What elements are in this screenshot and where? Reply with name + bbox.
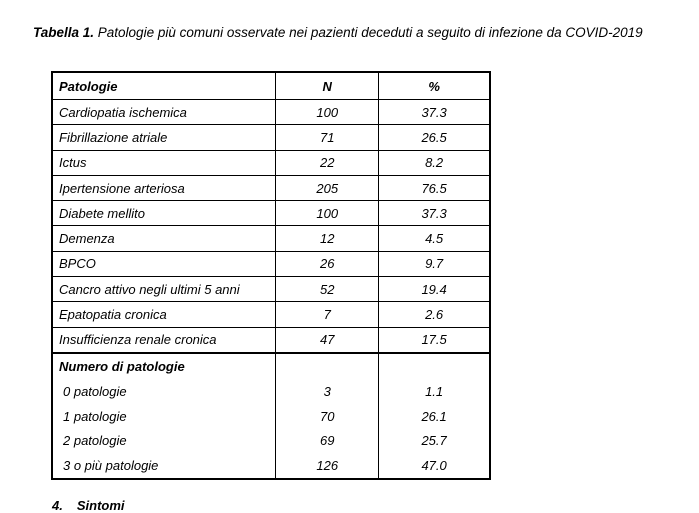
group-heading-n-empty <box>275 351 380 379</box>
row-pathology: Ipertensione arteriosa <box>51 174 277 202</box>
table-row: Cardiopatia ischemica 100 37.3 <box>51 98 491 126</box>
row-percent: 17.5 <box>378 326 491 354</box>
row-percent: 19.4 <box>378 276 491 303</box>
table-row: 3 o più patologie 126 47.0 <box>51 453 491 481</box>
table-row: 2 patologie 69 25.7 <box>51 428 491 454</box>
row-count-label: 1 patologie <box>51 403 277 429</box>
row-n: 22 <box>275 149 380 176</box>
caption-label: Tabella 1. <box>33 25 95 40</box>
row-n: 126 <box>275 453 380 481</box>
table-row: 0 patologie 3 1.1 <box>51 378 491 404</box>
row-pathology: Epatopatia cronica <box>51 301 277 328</box>
row-count-label: 3 o più patologie <box>51 453 277 481</box>
row-n: 3 <box>275 378 380 404</box>
row-n: 26 <box>275 250 380 278</box>
row-percent: 4.5 <box>378 225 491 252</box>
row-pathology: Diabete mellito <box>51 200 277 227</box>
row-pathology: BPCO <box>51 250 277 278</box>
row-percent: 47.0 <box>378 453 491 481</box>
group-heading-percent-empty <box>378 351 491 379</box>
row-percent: 2.6 <box>378 301 491 328</box>
row-percent: 26.5 <box>378 124 491 151</box>
table-row: BPCO 26 9.7 <box>51 250 491 278</box>
group-heading: Numero di patologie <box>51 351 277 379</box>
caption-text: Patologie più comuni osservate nei pazie… <box>94 25 643 40</box>
table-row: 1 patologie 70 26.1 <box>51 403 491 429</box>
table-row: Diabete mellito 100 37.3 <box>51 200 491 227</box>
row-pathology: Fibrillazione atriale <box>51 124 277 151</box>
row-n: 47 <box>275 326 380 354</box>
row-n: 12 <box>275 225 380 252</box>
row-percent: 8.2 <box>378 149 491 176</box>
row-percent: 37.3 <box>378 98 491 126</box>
row-percent: 76.5 <box>378 174 491 202</box>
row-percent: 37.3 <box>378 200 491 227</box>
row-n: 71 <box>275 124 380 151</box>
row-n: 69 <box>275 428 380 454</box>
row-n: 70 <box>275 403 380 429</box>
row-pathology: Insufficienza renale cronica <box>51 326 277 354</box>
row-n: 100 <box>275 200 380 227</box>
row-count-label: 0 patologie <box>51 378 277 404</box>
row-n: 52 <box>275 276 380 303</box>
row-n: 7 <box>275 301 380 328</box>
row-percent: 26.1 <box>378 403 491 429</box>
table-header-row: Patologie N % <box>51 71 491 100</box>
row-percent: 1.1 <box>378 378 491 404</box>
table-row: Demenza 12 4.5 <box>51 225 491 252</box>
row-count-label: 2 patologie <box>51 428 277 454</box>
row-pathology: Cancro attivo negli ultimi 5 anni <box>51 276 277 303</box>
next-section-heading: 4. Sintomi <box>52 498 125 513</box>
row-percent: 9.7 <box>378 250 491 278</box>
pathologies-table: Patologie N % Cardiopatia ischemica 100 … <box>51 71 491 481</box>
table-row: Insufficienza renale cronica 47 17.5 <box>51 326 491 354</box>
row-pathology: Demenza <box>51 225 277 252</box>
row-pathology: Cardiopatia ischemica <box>51 98 277 126</box>
table-caption: Tabella 1. Patologie più comuni osservat… <box>33 25 643 40</box>
row-percent: 25.7 <box>378 428 491 454</box>
table-row: Fibrillazione atriale 71 26.5 <box>51 124 491 151</box>
section-number: 4. <box>52 498 63 513</box>
row-n: 205 <box>275 174 380 202</box>
row-pathology: Ictus <box>51 149 277 176</box>
table-row: Ictus 22 8.2 <box>51 149 491 176</box>
header-n: N <box>275 71 380 100</box>
header-percent: % <box>378 71 491 100</box>
header-pathology: Patologie <box>51 71 277 100</box>
table-row: Epatopatia cronica 7 2.6 <box>51 301 491 328</box>
table-row: Ipertensione arteriosa 205 76.5 <box>51 174 491 202</box>
table-row: Cancro attivo negli ultimi 5 anni 52 19.… <box>51 276 491 303</box>
section-title: Sintomi <box>76 498 125 513</box>
row-n: 100 <box>275 98 380 126</box>
group-heading-row: Numero di patologie <box>51 351 491 379</box>
